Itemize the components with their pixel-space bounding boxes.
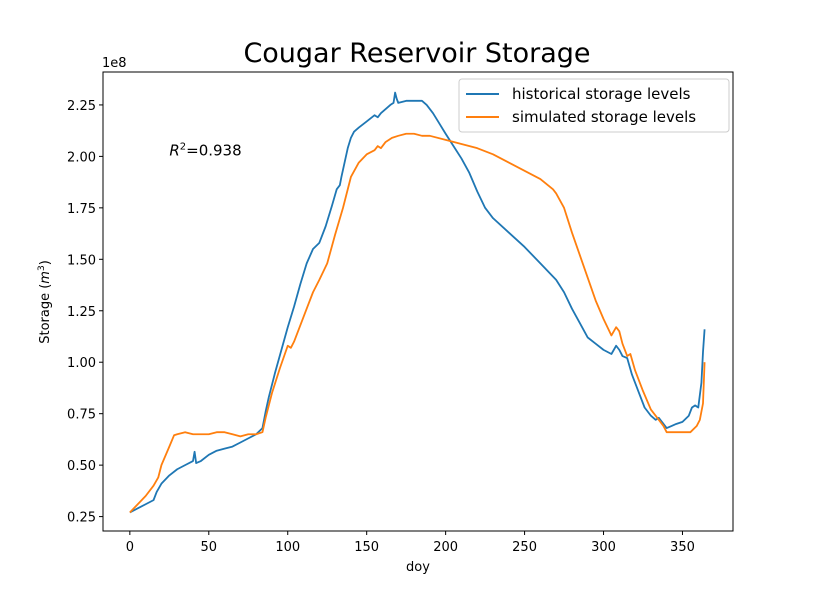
y-axis-offset-text: 1e8 (102, 56, 127, 71)
legend: historical storage levels simulated stora… (458, 78, 730, 133)
x-tick-label: 50 (201, 540, 218, 555)
y-tick-label: 2.00 (67, 150, 96, 165)
y-tick-label: 1.50 (67, 253, 96, 268)
y-tick-label: 0.25 (67, 511, 96, 526)
y-axis-label: Storage (m3) (37, 260, 53, 344)
y-axis-label-close: ) (38, 260, 53, 265)
chart-title: Cougar Reservoir Storage (243, 38, 590, 69)
x-tick-label: 350 (670, 540, 695, 555)
y-tick-label: 1.75 (67, 202, 96, 217)
y-tick-label: 1.00 (67, 356, 96, 371)
x-tick-label: 150 (354, 540, 379, 555)
series-line-1 (129, 91, 706, 514)
y-tick-label: 2.25 (67, 99, 96, 114)
y-tick-label: 1.25 (67, 305, 96, 320)
plot-frame (102, 71, 734, 532)
x-tick-label: 0 (126, 540, 134, 555)
y-axis-ticks: 0.25 0.50 0.75 1.00 1.25 1.50 1.75 2.00 2.25 (67, 99, 103, 526)
y-tick-label: 0.50 (67, 459, 96, 474)
legend-box (458, 78, 730, 133)
r-squared-value: =0.938 (186, 141, 242, 159)
legend-label-2: simulated storage levels (512, 108, 696, 126)
x-tick-label: 250 (512, 540, 537, 555)
r-squared-symbol: R (169, 141, 179, 159)
y-axis-label-unit: m (38, 271, 53, 284)
x-tick-label: 200 (433, 540, 458, 555)
y-axis-label-exponent: 3 (37, 265, 47, 271)
r-squared-exponent: 2 (180, 141, 186, 152)
series-layer (129, 91, 706, 514)
x-tick-label: 300 (591, 540, 616, 555)
y-tick-label: 0.75 (67, 408, 96, 423)
y-axis-label-text: Storage ( (38, 284, 53, 344)
series-line-2 (129, 132, 706, 514)
x-axis-ticks: 0 50 100 150 200 250 300 350 (126, 531, 695, 555)
x-tick-label: 100 (275, 540, 300, 555)
legend-label-1: historical storage levels (512, 85, 691, 103)
x-axis-label: doy (406, 560, 430, 575)
r-squared-annotation: R2=0.938 (169, 141, 241, 159)
